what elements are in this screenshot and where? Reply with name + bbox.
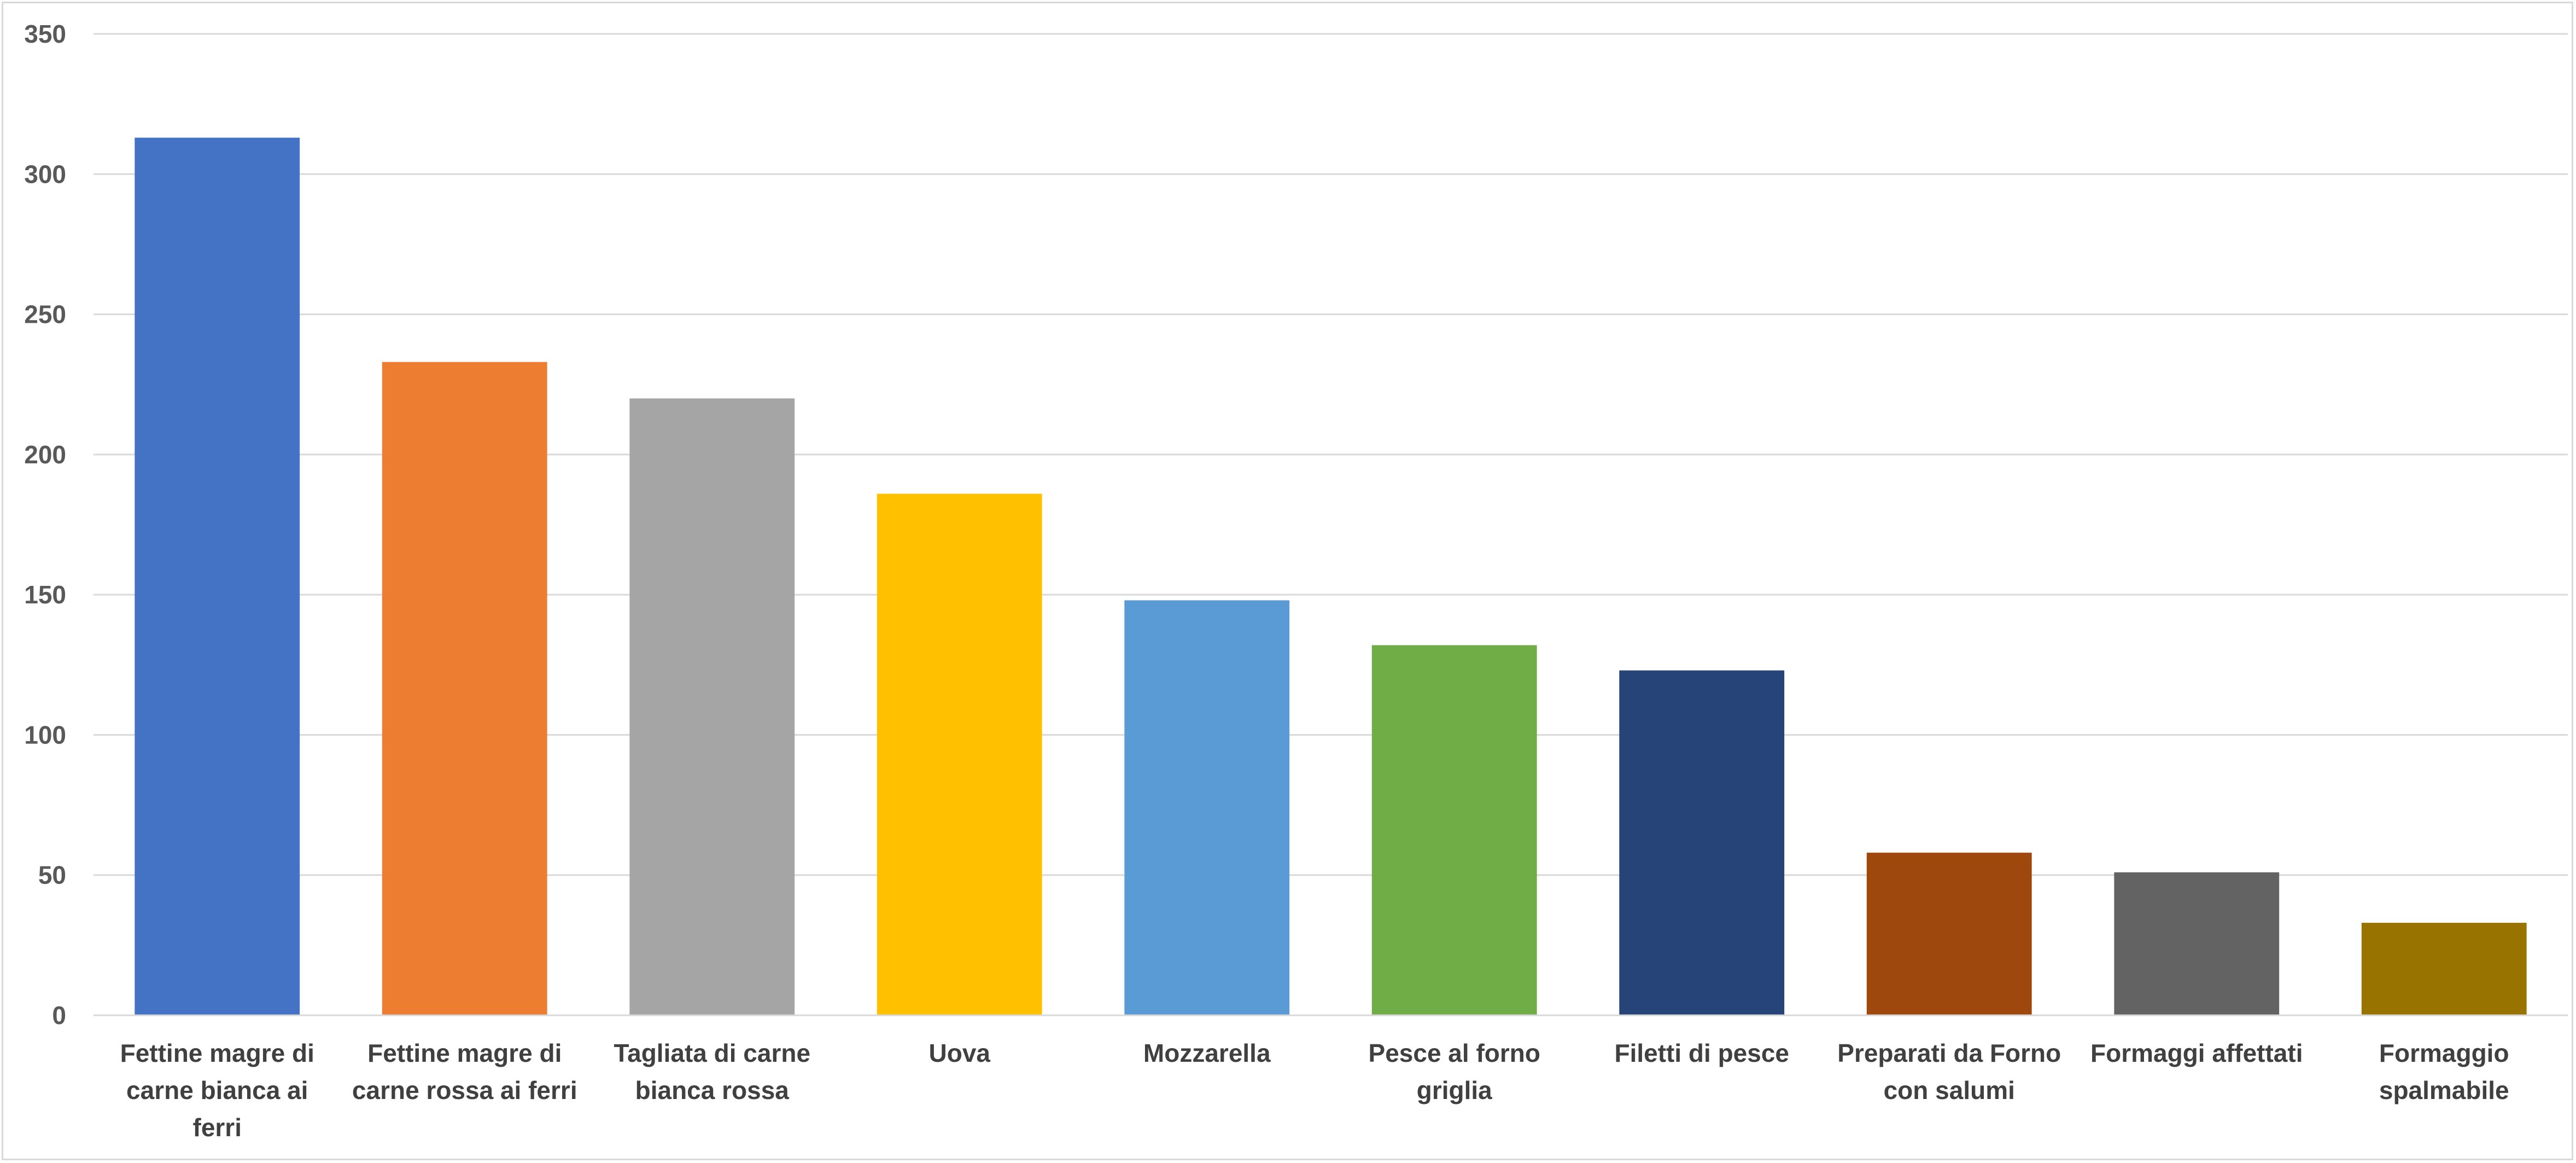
y-tick-label: 300 [24, 160, 66, 188]
bar [629, 398, 795, 1016]
x-category-label: Tagliata di carne bianca rossa [614, 1039, 810, 1104]
x-category-label: Uova [929, 1039, 991, 1067]
y-tick-label: 250 [24, 300, 66, 329]
x-category-label: Formaggi affettati [2090, 1039, 2303, 1067]
bar [382, 362, 547, 1016]
x-category-label: Preparati da Forno con salumi [1837, 1039, 2061, 1104]
bar [135, 137, 300, 1016]
x-axis-category-labels: Fettine magre di carne bianca ai ferri Fett… [120, 1039, 2509, 1142]
bar [2114, 872, 2280, 1015]
bars [135, 137, 2527, 1016]
x-category-label: Fettine magre di carne rossa ai ferri [352, 1039, 577, 1104]
y-tick-label: 50 [38, 861, 66, 889]
bar [877, 493, 1042, 1015]
bar [2361, 922, 2527, 1015]
y-tick-label: 0 [52, 1001, 66, 1030]
y-tick-label: 200 [24, 440, 66, 469]
bar [1619, 670, 1785, 1015]
y-axis-tick-labels: 0 50 100 150 200 250 300 350 [24, 20, 66, 1030]
x-category-label: Mozzarella [1143, 1039, 1271, 1067]
y-tick-label: 150 [24, 580, 66, 609]
x-category-label: Pesce al forno griglia [1369, 1039, 1540, 1104]
y-tick-label: 100 [24, 720, 66, 749]
bar-chart: 0 50 100 150 200 250 300 350 Fettine magre di ca… [24, 20, 2568, 1142]
x-category-label: Formaggio spalmabile [2379, 1039, 2509, 1104]
bar [1866, 852, 2032, 1015]
bar [1371, 645, 1537, 1015]
x-category-label: Fettine magre di carne bianca ai ferri [120, 1039, 314, 1142]
x-category-label: Filetti di pesce [1614, 1039, 1789, 1067]
bar [1124, 600, 1290, 1015]
y-tick-label: 350 [24, 20, 66, 48]
